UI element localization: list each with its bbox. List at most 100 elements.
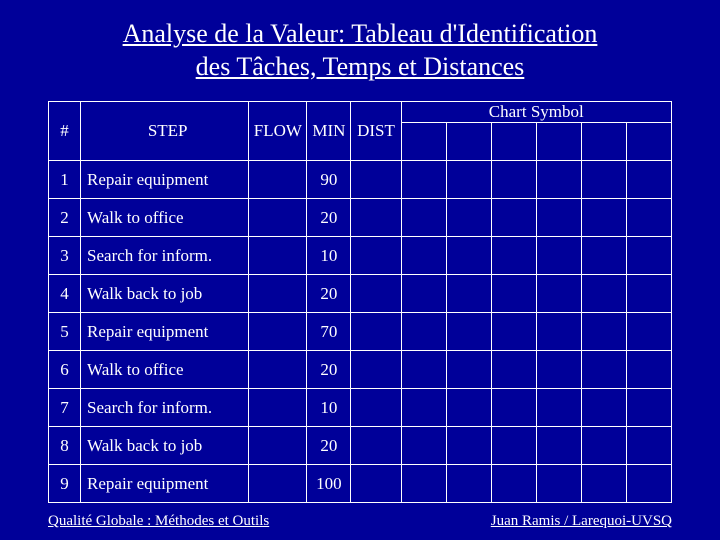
cell-sym bbox=[581, 427, 626, 465]
table-row: 4Walk back to job20 bbox=[49, 275, 672, 313]
cell-step: Repair equipment bbox=[81, 313, 249, 351]
cell-sym bbox=[581, 275, 626, 313]
cell-dist bbox=[351, 465, 401, 503]
cell-step: Search for inform. bbox=[81, 237, 249, 275]
table-row: 1Repair equipment90 bbox=[49, 161, 672, 199]
cell-flow bbox=[249, 199, 307, 237]
header-flow: FLOW bbox=[249, 102, 307, 161]
cell-step: Walk to office bbox=[81, 199, 249, 237]
title-line-1: Analyse de la Valeur: Tableau d'Identifi… bbox=[123, 19, 598, 48]
cell-sym bbox=[446, 199, 491, 237]
cell-sym bbox=[401, 161, 446, 199]
cell-min: 100 bbox=[307, 465, 351, 503]
table-row: 2Walk to office 20 bbox=[49, 199, 672, 237]
header-sym-3 bbox=[491, 123, 536, 161]
cell-sym bbox=[626, 427, 671, 465]
cell-sym bbox=[491, 389, 536, 427]
cell-sym bbox=[491, 275, 536, 313]
cell-sym bbox=[491, 465, 536, 503]
cell-num: 8 bbox=[49, 427, 81, 465]
header-step: STEP bbox=[81, 102, 249, 161]
cell-flow bbox=[249, 427, 307, 465]
cell-sym bbox=[401, 237, 446, 275]
table-row: 7Search for inform.10 bbox=[49, 389, 672, 427]
cell-dist bbox=[351, 199, 401, 237]
header-dist: DIST bbox=[351, 102, 401, 161]
header-sym-5 bbox=[581, 123, 626, 161]
cell-sym bbox=[446, 427, 491, 465]
cell-sym bbox=[491, 351, 536, 389]
cell-step: Walk to office bbox=[81, 351, 249, 389]
header-sym-2 bbox=[446, 123, 491, 161]
cell-min: 90 bbox=[307, 161, 351, 199]
cell-sym bbox=[626, 237, 671, 275]
cell-step: Repair equipment bbox=[81, 161, 249, 199]
cell-step: Walk back to job bbox=[81, 427, 249, 465]
cell-sym bbox=[491, 237, 536, 275]
header-min: MIN bbox=[307, 102, 351, 161]
cell-flow bbox=[249, 313, 307, 351]
footer-left: Qualité Globale : Méthodes et Outils bbox=[48, 513, 269, 530]
cell-min: 20 bbox=[307, 199, 351, 237]
cell-num: 2 bbox=[49, 199, 81, 237]
cell-sym bbox=[446, 237, 491, 275]
cell-step: Walk back to job bbox=[81, 275, 249, 313]
cell-sym bbox=[491, 313, 536, 351]
cell-sym bbox=[626, 389, 671, 427]
table-row: 5Repair equipment 70 bbox=[49, 313, 672, 351]
cell-flow bbox=[249, 161, 307, 199]
cell-sym bbox=[446, 465, 491, 503]
cell-flow bbox=[249, 389, 307, 427]
cell-sym bbox=[446, 313, 491, 351]
cell-sym bbox=[536, 427, 581, 465]
cell-sym bbox=[491, 199, 536, 237]
footer-right: Juan Ramis / Larequoi-UVSQ bbox=[491, 513, 672, 530]
cell-sym bbox=[536, 389, 581, 427]
cell-sym bbox=[536, 351, 581, 389]
cell-dist bbox=[351, 237, 401, 275]
cell-min: 70 bbox=[307, 313, 351, 351]
cell-num: 5 bbox=[49, 313, 81, 351]
cell-step: Repair equipment bbox=[81, 465, 249, 503]
table-row: 3Search for inform.10 bbox=[49, 237, 672, 275]
cell-sym bbox=[626, 313, 671, 351]
cell-flow bbox=[249, 465, 307, 503]
cell-num: 9 bbox=[49, 465, 81, 503]
cell-min: 10 bbox=[307, 389, 351, 427]
cell-sym bbox=[401, 351, 446, 389]
cell-sym bbox=[536, 313, 581, 351]
cell-sym bbox=[536, 465, 581, 503]
cell-sym bbox=[491, 161, 536, 199]
table-body: 1Repair equipment902Walk to office203Sea… bbox=[49, 161, 672, 503]
cell-min: 20 bbox=[307, 427, 351, 465]
cell-step: Search for inform. bbox=[81, 389, 249, 427]
title-line-2: des Tâches, Temps et Distances bbox=[196, 52, 525, 81]
cell-sym bbox=[581, 351, 626, 389]
cell-min: 20 bbox=[307, 351, 351, 389]
cell-dist bbox=[351, 161, 401, 199]
cell-sym bbox=[626, 275, 671, 313]
cell-sym bbox=[581, 237, 626, 275]
cell-dist bbox=[351, 275, 401, 313]
header-sym-1 bbox=[401, 123, 446, 161]
cell-sym bbox=[536, 275, 581, 313]
cell-sym bbox=[536, 237, 581, 275]
cell-dist bbox=[351, 313, 401, 351]
cell-sym bbox=[446, 161, 491, 199]
cell-sym bbox=[401, 465, 446, 503]
cell-sym bbox=[581, 313, 626, 351]
cell-sym bbox=[401, 313, 446, 351]
header-sym-4 bbox=[536, 123, 581, 161]
tasks-table: # STEP FLOW MIN DIST Chart Symbol 1Repai… bbox=[48, 101, 672, 503]
cell-min: 10 bbox=[307, 237, 351, 275]
cell-sym bbox=[401, 427, 446, 465]
cell-sym bbox=[626, 161, 671, 199]
cell-sym bbox=[581, 465, 626, 503]
cell-sym bbox=[581, 389, 626, 427]
cell-sym bbox=[446, 351, 491, 389]
cell-sym bbox=[626, 199, 671, 237]
cell-sym bbox=[446, 389, 491, 427]
table-row: 8Walk back to job 20 bbox=[49, 427, 672, 465]
cell-num: 6 bbox=[49, 351, 81, 389]
cell-flow bbox=[249, 275, 307, 313]
